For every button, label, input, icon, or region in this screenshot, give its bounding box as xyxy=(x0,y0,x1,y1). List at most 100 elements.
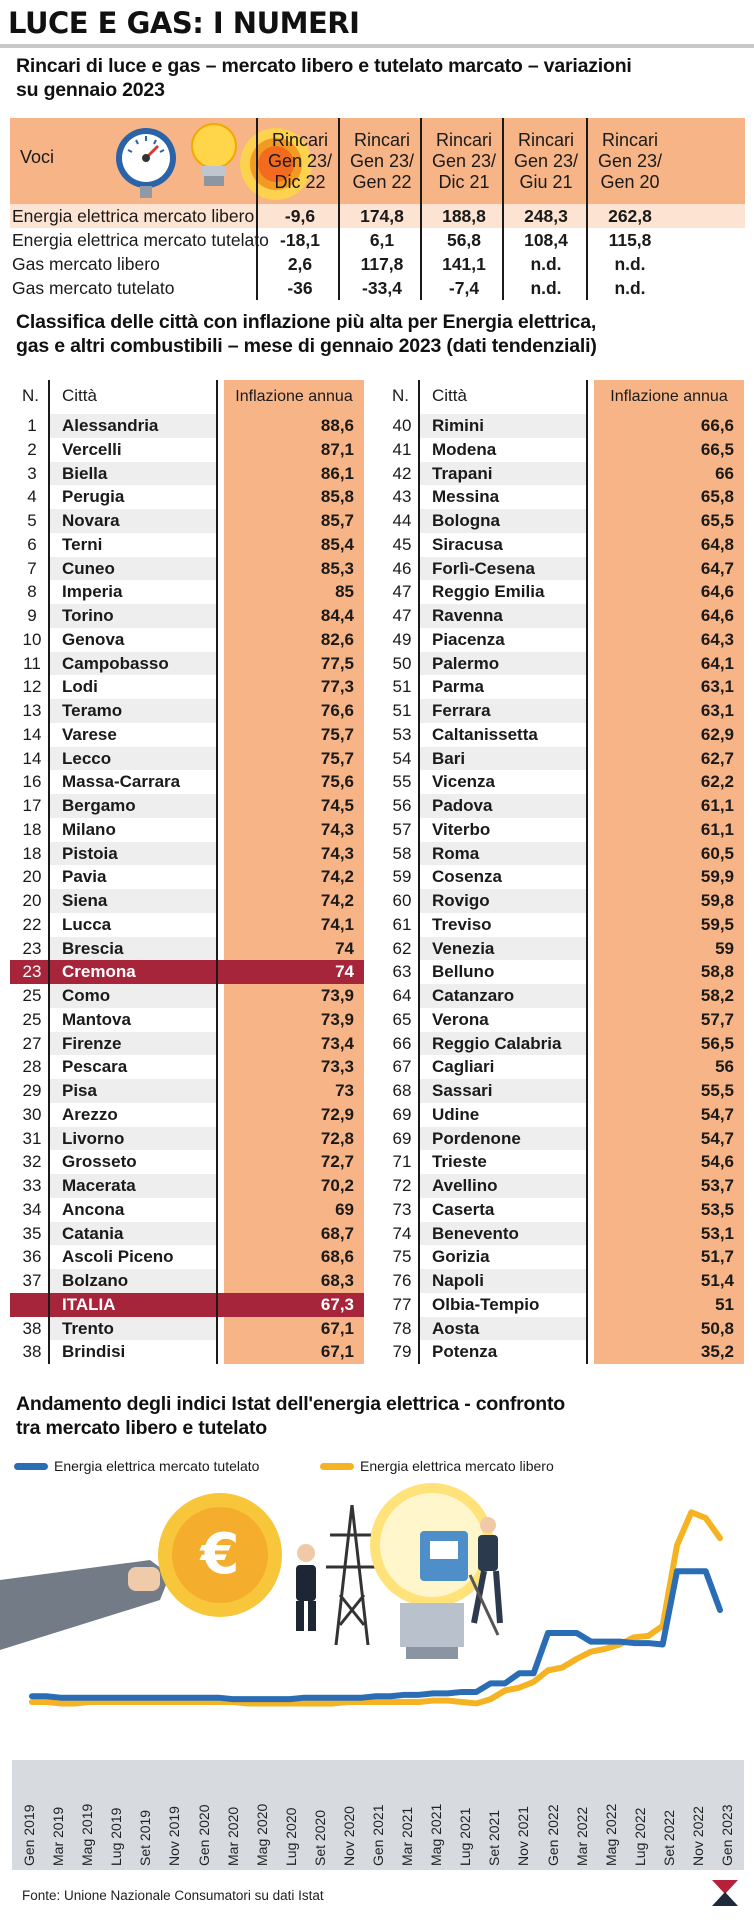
inflation-value: 72,9 xyxy=(320,1104,354,1124)
city-name: Olbia-Tempio xyxy=(432,1294,540,1314)
ranking-row: 16 Massa-Carrara 75,6 xyxy=(10,770,364,794)
city-name: Perugia xyxy=(62,487,125,507)
value-band xyxy=(224,1102,364,1127)
inflation-value: 67,1 xyxy=(320,1318,354,1338)
city-band xyxy=(48,841,218,866)
city-name: Mantova xyxy=(62,1009,131,1029)
inflation-value: 64,6 xyxy=(700,606,734,625)
inflation-value: 85,7 xyxy=(320,511,354,530)
city-band xyxy=(48,960,218,984)
value-band xyxy=(594,1340,744,1364)
rank-number: 57 xyxy=(392,819,412,839)
city-name: Udine xyxy=(432,1104,480,1124)
worker-illustration-1 xyxy=(296,1544,316,1631)
price-col-divider xyxy=(586,118,588,300)
rank-number: 54 xyxy=(392,748,412,768)
city-band xyxy=(48,746,218,771)
value-band xyxy=(224,461,364,486)
city-band xyxy=(418,414,588,438)
inflation-value: 51,4 xyxy=(700,1271,734,1290)
x-tick-text: Nov 2022 xyxy=(689,1806,706,1866)
value-band xyxy=(224,984,364,1008)
ranking-row: 57 Viterbo 61,1 xyxy=(380,817,744,842)
rank-number: 44 xyxy=(392,511,412,530)
inflation-value: 64,6 xyxy=(700,582,734,602)
inflation-value: 64,8 xyxy=(700,534,734,554)
value-band xyxy=(224,1079,364,1103)
city-name: Cosenza xyxy=(432,867,502,887)
price-cell: 248,3 xyxy=(524,206,568,226)
x-tick-text: Mag 2021 xyxy=(428,1803,445,1866)
inflation-value: 74 xyxy=(335,962,354,982)
ranking-row: 9 Torino 84,4 xyxy=(10,604,364,628)
value-band xyxy=(594,1269,744,1293)
rank-number: 36 xyxy=(22,1247,42,1267)
city-name: Napoli xyxy=(432,1271,484,1290)
x-tick-label: Set 2020 xyxy=(309,1764,331,1868)
ranking-row: 44 Bologna 65,5 xyxy=(380,509,744,533)
inflation-value: 62,7 xyxy=(700,748,734,768)
city-band xyxy=(418,1126,588,1151)
city-name: Trento xyxy=(62,1318,114,1338)
ranking-col-divider xyxy=(48,380,50,1364)
city-band xyxy=(418,1031,588,1056)
city-name: Biella xyxy=(62,463,108,483)
city-band xyxy=(48,556,218,581)
rank-number: 77 xyxy=(392,1294,412,1314)
city-band xyxy=(48,604,218,628)
section3-title: Andamento degli indici Istat dell'energi… xyxy=(16,1393,565,1439)
price-col-divider xyxy=(420,118,422,300)
inflation-value: 65,5 xyxy=(700,511,734,530)
ranking-row: 20 Pavia 74,2 xyxy=(10,865,364,889)
ranking-header: N. Città Inflazione annua xyxy=(380,380,744,414)
price-cell: 108,4 xyxy=(524,230,568,250)
rank-number: 53 xyxy=(392,724,412,744)
inflation-value: 87,1 xyxy=(320,439,354,459)
ranking-row: 25 Mantova 73,9 xyxy=(10,1007,364,1032)
ranking-row: ITALIA 67,3 xyxy=(10,1292,364,1317)
x-tick-text: Gen 2022 xyxy=(544,1804,561,1867)
value-band xyxy=(224,1055,364,1079)
inflation-value: 85,8 xyxy=(320,487,354,507)
city-name: Milano xyxy=(62,819,116,839)
ranking-row: 20 Siena 74,2 xyxy=(10,889,364,913)
rank-number: 79 xyxy=(392,1342,412,1362)
value-band xyxy=(224,1292,364,1317)
x-tick-text: Nov 2019 xyxy=(166,1806,183,1866)
x-tick-label: Gen 2020 xyxy=(193,1764,215,1868)
inflation-value: 88,6 xyxy=(320,416,354,435)
ranking-row: 7 Cuneo 85,3 xyxy=(10,556,364,581)
rank-number: 38 xyxy=(22,1342,42,1362)
city-band xyxy=(48,794,218,818)
ranking-row: 28 Pescara 73,3 xyxy=(10,1055,364,1079)
rank-number: 6 xyxy=(27,534,37,554)
city-name: Brescia xyxy=(62,938,124,958)
city-name: Genova xyxy=(62,629,125,649)
price-row: Energia elettrica mercato libero -9,6 174,… xyxy=(10,204,745,228)
ranking-row: 54 Bari 62,7 xyxy=(380,746,744,771)
value-band xyxy=(594,1292,744,1317)
city-name: Teramo xyxy=(62,701,123,720)
rank-number: 50 xyxy=(392,653,412,673)
city-name: Catania xyxy=(62,1223,124,1243)
section2-title: Classifica delle città con inflazione pi… xyxy=(16,311,597,357)
ranking-row: 74 Benevento 53,1 xyxy=(380,1221,744,1246)
city-band xyxy=(48,1269,218,1293)
inflation-value: 85,3 xyxy=(320,558,354,578)
value-band xyxy=(224,1340,364,1364)
price-cell: 141,1 xyxy=(442,254,486,274)
price-col-header-line: Dic 22 xyxy=(274,171,326,192)
city-name: Treviso xyxy=(432,914,492,934)
rank-number: 38 xyxy=(22,1318,42,1338)
inflation-value: 60,5 xyxy=(700,843,734,863)
value-band xyxy=(594,1150,744,1174)
city-name: Grosseto xyxy=(62,1152,137,1172)
x-tick-label: Set 2019 xyxy=(134,1764,156,1868)
voci-header: Voci xyxy=(20,147,55,167)
value-band xyxy=(594,1007,744,1032)
rank-number: 51 xyxy=(392,677,412,697)
city-name: Lucca xyxy=(62,914,112,934)
rank-number: 74 xyxy=(392,1223,412,1243)
inflation-value: 77,3 xyxy=(320,677,354,697)
x-tick-label: Nov 2020 xyxy=(338,1764,360,1868)
